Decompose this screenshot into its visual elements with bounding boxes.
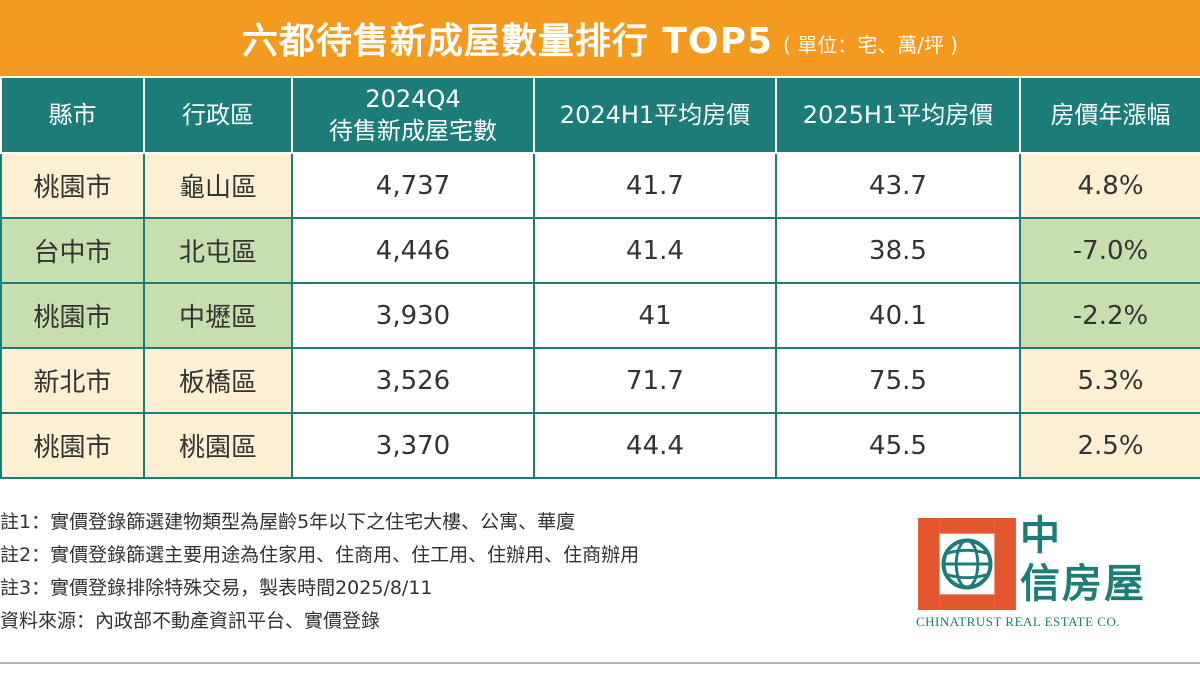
cell-district: 中壢區 (143, 282, 293, 349)
logo-text-line1: 中 (1020, 513, 1060, 559)
cell-change: 4.8% (1019, 152, 1200, 219)
footnotes: 註1：實價登錄篩選建物類型為屋齡5年以下之住宅大樓、公寓、華廈 註2：實價登錄篩… (0, 506, 840, 638)
unit-note: ( 單位：宅、萬/坪 ) (783, 32, 959, 57)
bottom-divider (0, 662, 1200, 664)
cell-city: 桃園市 (0, 282, 145, 349)
logo-english-name: CHINATRUST REAL ESTATE CO. (916, 614, 1121, 629)
table-row: 桃園市 中壢區 3,930 41 40.1 -2.2% (0, 282, 1200, 349)
ranking-table: 縣市 行政區 2024Q4 待售新成屋宅數 2024H1平均房價 2025H1平… (0, 76, 1200, 479)
cell-units: 4,737 (291, 152, 535, 219)
table-header-row: 縣市 行政區 2024Q4 待售新成屋宅數 2024H1平均房價 2025H1平… (0, 76, 1200, 154)
logo-text-line2: 信房屋 (1020, 561, 1146, 607)
header-units-line1: 2024Q4 (365, 85, 461, 113)
table-row: 桃園市 龜山區 4,737 41.7 43.7 4.8% (0, 152, 1200, 219)
cell-district: 龜山區 (143, 152, 293, 219)
cell-price-2025: 38.5 (775, 217, 1021, 284)
footnote-3: 註3：實價登錄排除特殊交易，製表時間2025/8/11 (0, 577, 433, 599)
table-row: 桃園市 桃園區 3,370 44.4 45.5 2.5% (0, 412, 1200, 479)
table-row: 新北市 板橋區 3,526 71.7 75.5 5.3% (0, 347, 1200, 414)
cell-change: -7.0% (1019, 217, 1200, 284)
cell-district: 板橋區 (143, 347, 293, 414)
header-units-line2: 待售新成屋宅數 (329, 117, 497, 145)
header-change: 房價年漲幅 (1019, 76, 1200, 154)
cell-units: 4,446 (291, 217, 535, 284)
cell-price-2024: 71.7 (533, 347, 777, 414)
page-title: 六都待售新成屋數量排行 TOP5 (241, 21, 774, 62)
cell-city: 新北市 (0, 347, 145, 414)
cell-price-2024: 41 (533, 282, 777, 349)
header-city: 縣市 (0, 76, 145, 154)
cell-city: 台中市 (0, 217, 145, 284)
data-source: 資料來源：內政部不動產資訊平台、實價登錄 (0, 610, 381, 632)
cell-district: 北屯區 (143, 217, 293, 284)
cell-price-2025: 40.1 (775, 282, 1021, 349)
cell-price-2025: 43.7 (775, 152, 1021, 219)
header-price-2024: 2024H1平均房價 (533, 76, 777, 154)
cell-change: 2.5% (1019, 412, 1200, 479)
cell-city: 桃園市 (0, 152, 145, 219)
table-row: 台中市 北屯區 4,446 41.4 38.5 -7.0% (0, 217, 1200, 284)
footnote-1: 註1：實價登錄篩選建物類型為屋齡5年以下之住宅大樓、公寓、華廈 (0, 511, 576, 533)
chinatrust-logo: 中 信房屋 CHINATRUST REAL ESTATE CO. (912, 514, 1172, 634)
cell-units: 3,526 (291, 347, 535, 414)
cell-change: -2.2% (1019, 282, 1200, 349)
header-price-2025: 2025H1平均房價 (775, 76, 1021, 154)
chinatrust-globe-logo-icon (918, 518, 1016, 610)
header-units: 2024Q4 待售新成屋宅數 (291, 76, 535, 154)
title-bar: 六都待售新成屋數量排行 TOP5 ( 單位：宅、萬/坪 ) (0, 0, 1200, 76)
cell-change: 5.3% (1019, 347, 1200, 414)
cell-units: 3,930 (291, 282, 535, 349)
cell-city: 桃園市 (0, 412, 145, 479)
cell-price-2024: 41.7 (533, 152, 777, 219)
cell-district: 桃園區 (143, 412, 293, 479)
cell-units: 3,370 (291, 412, 535, 479)
cell-price-2024: 44.4 (533, 412, 777, 479)
cell-price-2025: 75.5 (775, 347, 1021, 414)
cell-price-2024: 41.4 (533, 217, 777, 284)
cell-price-2025: 45.5 (775, 412, 1021, 479)
footnote-2: 註2：實價登錄篩選主要用途為住家用、住商用、住工用、住辦用、住商辦用 (0, 544, 640, 566)
header-district: 行政區 (143, 76, 293, 154)
